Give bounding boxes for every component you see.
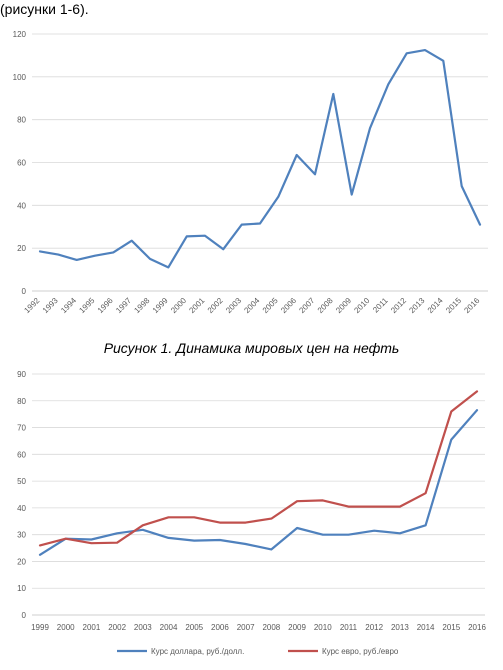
- series-line-1: [38, 409, 479, 556]
- y-tick-label: 70: [17, 424, 26, 433]
- exchange-rate-chart: 0 10 20 30 40 50 60 70 80 90 1999 2000 2001 2002 2003 2…: [17, 370, 486, 656]
- y-tick-label: 60: [17, 450, 26, 459]
- x-tick-label: 1999: [31, 623, 49, 632]
- x-tick-label: 2001: [187, 296, 206, 315]
- y-tick-label: 0: [22, 287, 27, 296]
- x-tick-label: 2010: [314, 623, 332, 632]
- y-tick-label: 100: [13, 73, 27, 82]
- x-tick-label: 2011: [371, 296, 390, 315]
- x-tick-label: 2008: [262, 623, 280, 632]
- y-tick-label: 40: [17, 201, 26, 210]
- x-tick-label: 2002: [206, 296, 225, 315]
- series-line-2: [38, 390, 479, 547]
- y-tick-label: 20: [17, 557, 26, 566]
- x-tick-label: 2013: [407, 296, 426, 315]
- y-tick-label: 50: [17, 477, 26, 486]
- y-tick-label: 10: [17, 584, 26, 593]
- x-tick-label: 1995: [77, 296, 96, 315]
- x-tick-label: 2003: [224, 296, 243, 315]
- y-tick-label: 30: [17, 531, 26, 540]
- series-line-1: [38, 49, 482, 269]
- x-tick-label: 2009: [288, 623, 306, 632]
- header-text: (рисунки 1-6).: [0, 1, 89, 17]
- y-tick-label: 20: [17, 244, 26, 253]
- y-tick-label: 90: [17, 370, 26, 379]
- legend-item-1: Курс доллара, руб./долл.: [117, 647, 244, 656]
- x-tick-label: 2005: [261, 296, 280, 315]
- x-tick-label: 1999: [151, 296, 170, 315]
- x-tick-label: 2012: [389, 296, 408, 315]
- y-tick-label: 120: [13, 30, 27, 39]
- x-tick-label: 2006: [211, 623, 229, 632]
- x-tick-label: 2014: [417, 623, 435, 632]
- x-tick-label: 2006: [279, 296, 298, 315]
- y-tick-label: 80: [17, 116, 26, 125]
- x-tick-label: 2000: [57, 623, 75, 632]
- legend-label: Курс доллара, руб./долл.: [151, 647, 244, 656]
- x-tick-label: 2011: [340, 623, 358, 632]
- x-tick-label: 2003: [134, 623, 152, 632]
- legend-label: Курс евро, руб./евро: [322, 647, 399, 656]
- x-tick-label: 2016: [468, 623, 486, 632]
- x-tick-label: 1992: [22, 296, 41, 315]
- x-tick-label: 2014: [426, 296, 445, 315]
- legend-item-2: Курс евро, руб./евро: [288, 647, 399, 656]
- x-tick-label: 2008: [316, 296, 335, 315]
- x-tick-label: 2010: [352, 296, 371, 315]
- x-tick-label: 2015: [442, 623, 460, 632]
- y-tick-label: 0: [22, 611, 27, 620]
- x-tick-label: 2000: [169, 296, 188, 315]
- x-tick-label: 2007: [237, 623, 255, 632]
- figure-1-caption: Рисунок 1. Динамика мировых цен на нефть: [103, 340, 400, 356]
- x-tick-label: 2004: [242, 296, 261, 315]
- x-tick-label: 2004: [160, 623, 178, 632]
- x-tick-label: 2016: [462, 296, 481, 315]
- x-tick-label: 1998: [132, 296, 151, 315]
- x-tick-label: 2001: [83, 623, 101, 632]
- x-tick-label: 2005: [185, 623, 203, 632]
- y-tick-label: 60: [17, 159, 26, 168]
- y-tick-label: 80: [17, 397, 26, 406]
- x-tick-label: 2012: [365, 623, 383, 632]
- x-tick-label: 1997: [114, 296, 133, 315]
- x-tick-label: 1996: [96, 296, 115, 315]
- x-tick-label: 2007: [297, 296, 316, 315]
- x-tick-label: 1994: [59, 296, 78, 315]
- y-tick-label: 40: [17, 504, 26, 513]
- x-tick-label: 2009: [334, 296, 353, 315]
- x-tick-label: 2002: [108, 623, 126, 632]
- x-tick-label: 2013: [391, 623, 409, 632]
- x-tick-label: 2015: [444, 296, 463, 315]
- x-tick-label: 1993: [41, 296, 60, 315]
